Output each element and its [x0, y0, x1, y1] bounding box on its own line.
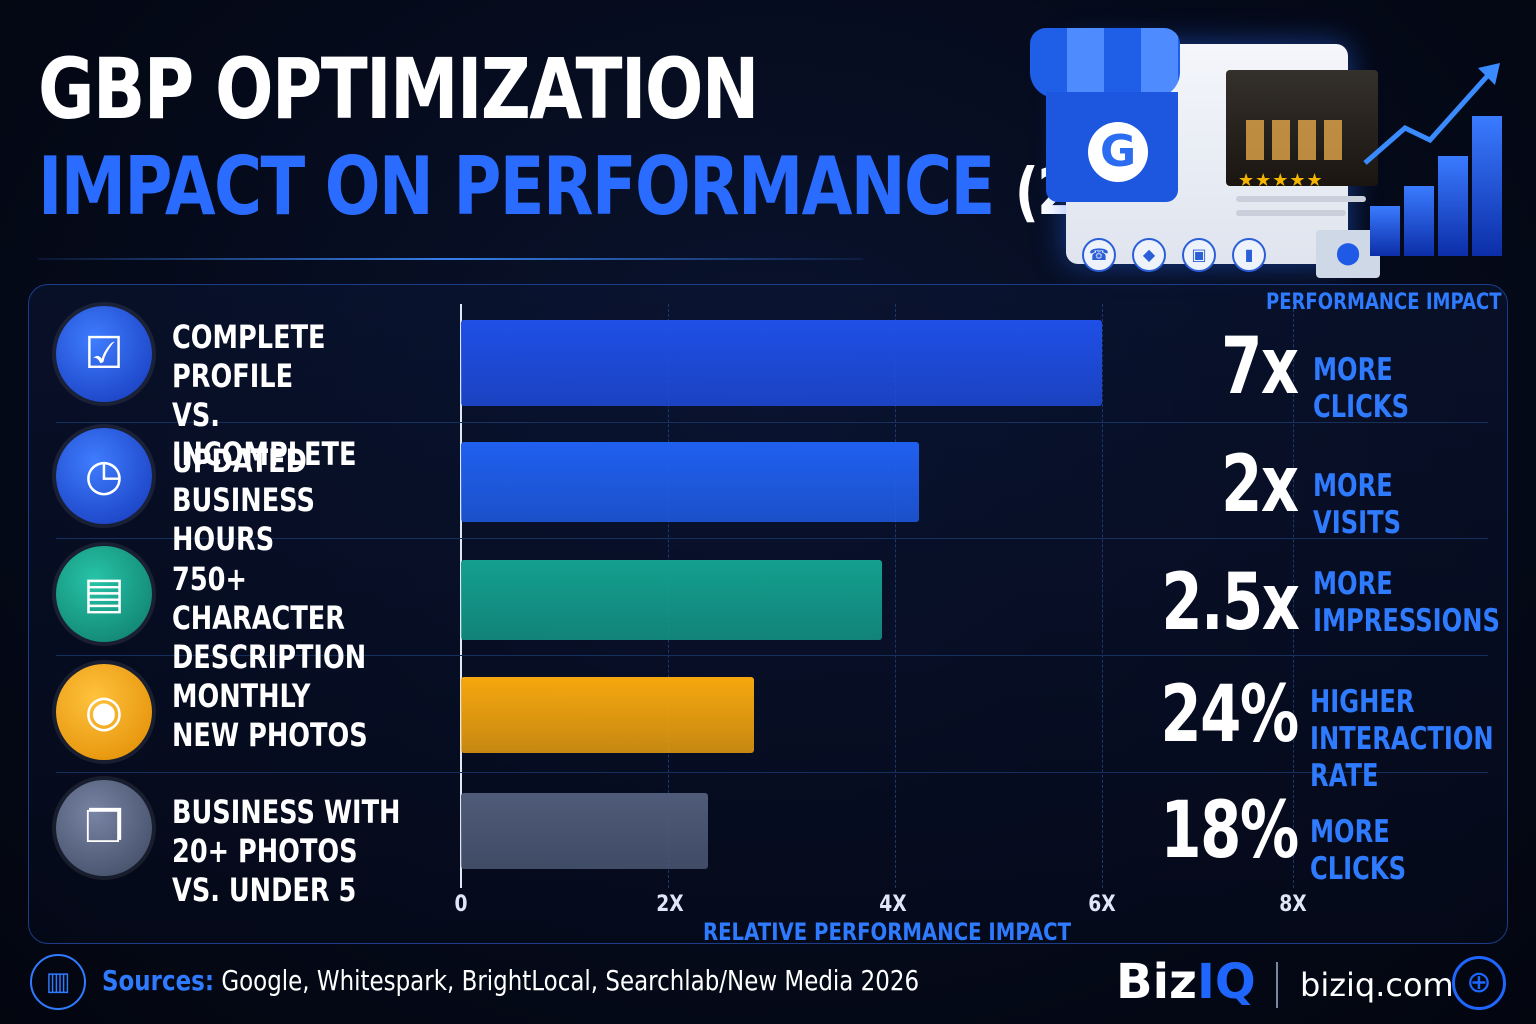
- value-description: MORE CLICKS: [1313, 352, 1410, 425]
- phone-icon: ☎: [1082, 238, 1116, 272]
- website-link[interactable]: biziq.com: [1300, 966, 1454, 1004]
- hero-illustration: ★★★★★ ☎ ◆ ▣ ▮ ⬤ G: [1030, 28, 1510, 278]
- category-label: BUSINESS WITH 20+ PHOTOS VS. UNDER 5: [172, 793, 401, 909]
- directions-icon: ◆: [1132, 238, 1166, 272]
- growth-bar-icon: [1404, 186, 1434, 256]
- performance-impact-header: PERFORMANCE IMPACT: [1266, 290, 1502, 315]
- sources-line: Sources: Google, Whitespark, BrightLocal…: [102, 964, 919, 997]
- brand-biz: Biz: [1116, 954, 1197, 1010]
- map-pin-icon: ⬤: [1316, 230, 1380, 278]
- document-icon: ▤: [56, 546, 152, 642]
- row-separator: [56, 655, 1488, 656]
- value-label: 18%: [1160, 786, 1300, 876]
- clipboard-check-icon: ☑: [56, 306, 152, 402]
- bar: [461, 442, 919, 522]
- title-line-2: IMPACT ON PERFORMANCE (2026): [38, 140, 1201, 233]
- category-label: 750+ CHARACTER DESCRIPTION: [172, 560, 367, 676]
- trend-arrow-icon: [1363, 63, 1500, 165]
- message-icon: ▣: [1182, 238, 1216, 272]
- storefront-photo: [1226, 70, 1378, 186]
- x-tick-label: 6X: [1088, 892, 1116, 917]
- value-label: 24%: [1160, 670, 1300, 760]
- text-line: [1236, 196, 1366, 202]
- value-description: MORE IMPRESSIONS: [1313, 566, 1500, 639]
- bar: [461, 560, 882, 640]
- photos-icon: ❐: [56, 780, 152, 876]
- gridline: [1102, 304, 1103, 888]
- bar: [461, 793, 709, 869]
- footer-divider: [1276, 962, 1278, 1008]
- value-description: MORE CLICKS: [1310, 814, 1407, 887]
- title-highlight: IMPACT ON PERFORMANCE: [38, 140, 995, 233]
- category-label: COMPLETE PROFILE VS. INCOMPLETE: [172, 318, 357, 473]
- storefront-awning-icon: [1030, 28, 1180, 98]
- x-tick-label: 0: [454, 892, 468, 917]
- google-logo-icon: G: [1088, 122, 1148, 182]
- globe-icon: ⊕: [1452, 956, 1506, 1010]
- clock-icon: ◷: [56, 428, 152, 524]
- row-separator: [56, 422, 1488, 423]
- category-label: MONTHLY NEW PHOTOS: [172, 677, 368, 754]
- x-axis-title: RELATIVE PERFORMANCE IMPACT: [702, 918, 1072, 946]
- growth-bar-icon: [1438, 156, 1468, 256]
- x-tick-label: 2X: [656, 892, 684, 917]
- title-line-1: GBP OPTIMIZATION: [38, 40, 759, 138]
- value-label: 2x: [1221, 440, 1300, 530]
- title-divider: [38, 258, 863, 260]
- bar: [461, 677, 754, 753]
- sources-text: Google, Whitespark, BrightLocal, Searchl…: [221, 964, 920, 997]
- bar: [461, 320, 1102, 406]
- row-separator: [56, 538, 1488, 539]
- biziq-logo: BizIQ: [1116, 954, 1256, 1010]
- brand-iq: IQ: [1196, 954, 1256, 1010]
- growth-bar-icon: [1370, 206, 1400, 256]
- value-description: HIGHER INTERACTION RATE: [1310, 684, 1494, 794]
- value-label: 2.5x: [1160, 558, 1300, 648]
- gridline: [1293, 304, 1294, 888]
- star-rating-icon: ★★★★★: [1238, 170, 1324, 191]
- x-tick-label: 4X: [879, 892, 907, 917]
- row-separator: [56, 772, 1488, 773]
- gridline: [895, 304, 896, 888]
- bookmark-icon: ▮: [1232, 238, 1266, 272]
- sources-label: Sources:: [102, 964, 215, 997]
- bar-chart-icon: ▥: [30, 954, 86, 1010]
- value-description: MORE VISITS: [1313, 468, 1402, 541]
- growth-bar-icon: [1472, 116, 1502, 256]
- text-line: [1236, 210, 1346, 216]
- category-label: UPDATED BUSINESS HOURS: [172, 442, 315, 558]
- x-tick-label: 8X: [1279, 892, 1307, 917]
- value-label: 7x: [1221, 322, 1300, 412]
- camera-icon: ◉: [56, 664, 152, 760]
